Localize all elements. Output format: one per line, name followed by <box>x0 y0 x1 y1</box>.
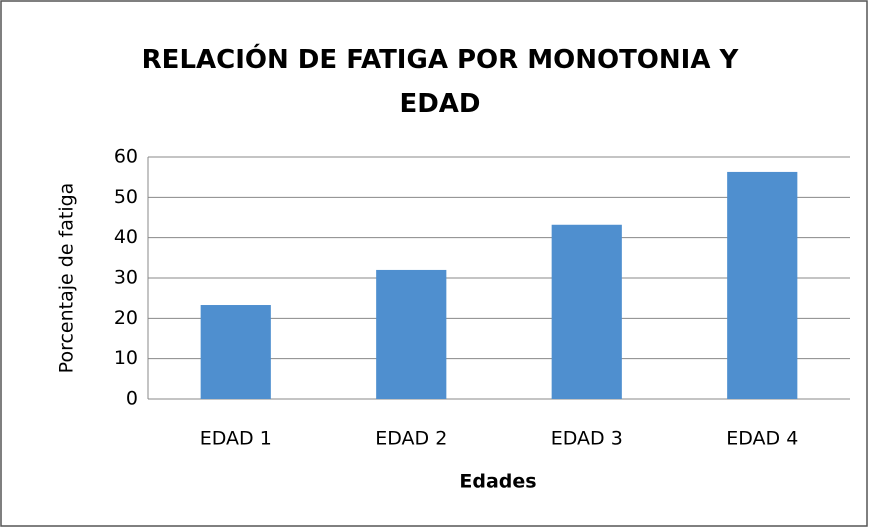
x-tick-label: EDAD 1 <box>200 428 272 450</box>
y-axis-label: Porcentaje de fatiga <box>56 183 78 374</box>
y-tick-label: 0 <box>126 388 138 410</box>
bar <box>376 269 447 399</box>
bar <box>200 305 271 399</box>
x-tick-label: EDAD 4 <box>726 428 798 450</box>
y-tick-label: 60 <box>114 146 138 168</box>
y-tick-label: 30 <box>114 267 138 289</box>
bar <box>727 171 798 399</box>
y-tick-label: 10 <box>114 347 138 369</box>
y-tick-label: 50 <box>114 186 138 208</box>
chart-title: RELACIÓN DE FATIGA POR MONOTONIA Y EDAD <box>141 45 739 119</box>
x-tick-label: EDAD 3 <box>551 428 623 450</box>
x-tick-label: EDAD 2 <box>375 428 447 450</box>
x-axis-label: Edades <box>459 471 536 493</box>
y-tick-label: 40 <box>114 226 138 248</box>
bar <box>551 224 622 399</box>
y-tick-label: 20 <box>114 307 138 329</box>
